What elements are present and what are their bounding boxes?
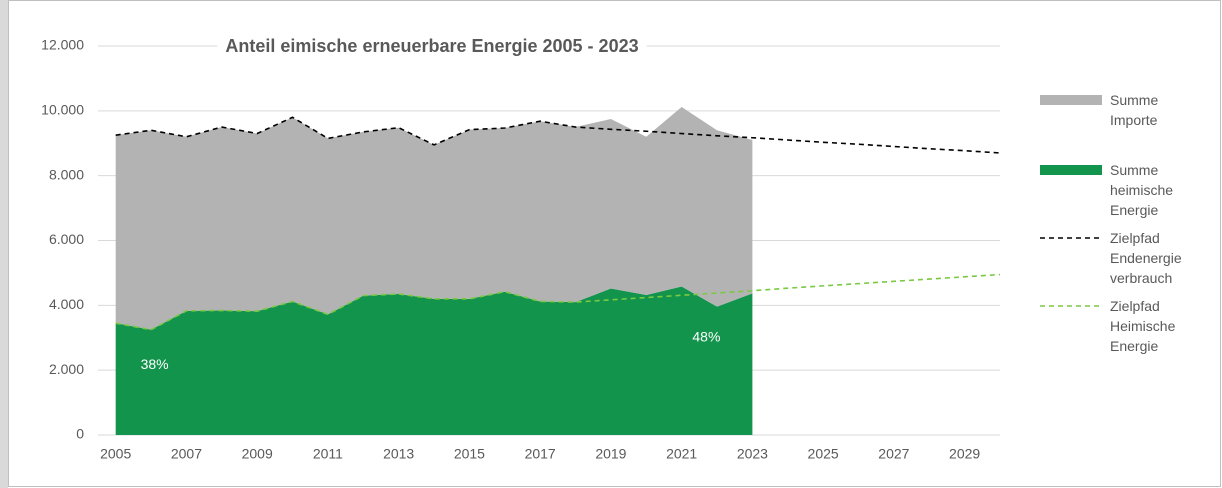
x-tick-label: 2029: [949, 446, 980, 462]
x-tick-label: 2025: [808, 446, 839, 462]
title-bg: [217, 34, 647, 60]
target-line: [115, 116, 1001, 154]
legend-swatch: [1040, 95, 1102, 105]
y-tick-label: 0: [76, 426, 84, 442]
x-tick-label: 2005: [100, 446, 131, 462]
x-tick-label: 2027: [878, 446, 909, 462]
x-tick-label: 2009: [242, 446, 273, 462]
y-tick-label: 4.000: [49, 296, 84, 312]
legend-label: Zielpfad Heimische Energie: [1110, 298, 1176, 354]
legend-swatch: [1040, 165, 1102, 175]
y-tick-label: 12.000: [41, 37, 84, 53]
x-tick-label: 2007: [171, 446, 202, 462]
x-tick-label: 2023: [737, 446, 768, 462]
x-tick-label: 2019: [595, 446, 626, 462]
x-tick-label: 2013: [383, 446, 414, 462]
side-strip: [0, 0, 8, 488]
chart-title: Anteil eimische erneuerbare Energie 2005…: [225, 36, 638, 56]
y-tick-label: 6.000: [49, 231, 84, 247]
y-tick-label: 10.000: [41, 102, 84, 118]
x-tick-label: 2011: [313, 446, 343, 462]
area: [115, 286, 753, 435]
x-tick-label: 2021: [666, 446, 697, 462]
legend-label: Summe heimische Energie: [1110, 162, 1174, 218]
chart-frame: [8, 0, 1221, 487]
x-tick-label: 2017: [525, 446, 556, 462]
y-tick-label: 8.000: [49, 166, 84, 182]
x-tick-label: 2015: [454, 446, 485, 462]
area: [115, 106, 753, 330]
annotation: 38%: [141, 356, 169, 372]
annotation: 48%: [692, 328, 720, 344]
y-tick-label: 2.000: [49, 361, 84, 377]
legend-label: Summe Importe: [1110, 92, 1159, 128]
legend-label: Zielpfad Endenergie verbrauch: [1110, 230, 1182, 286]
